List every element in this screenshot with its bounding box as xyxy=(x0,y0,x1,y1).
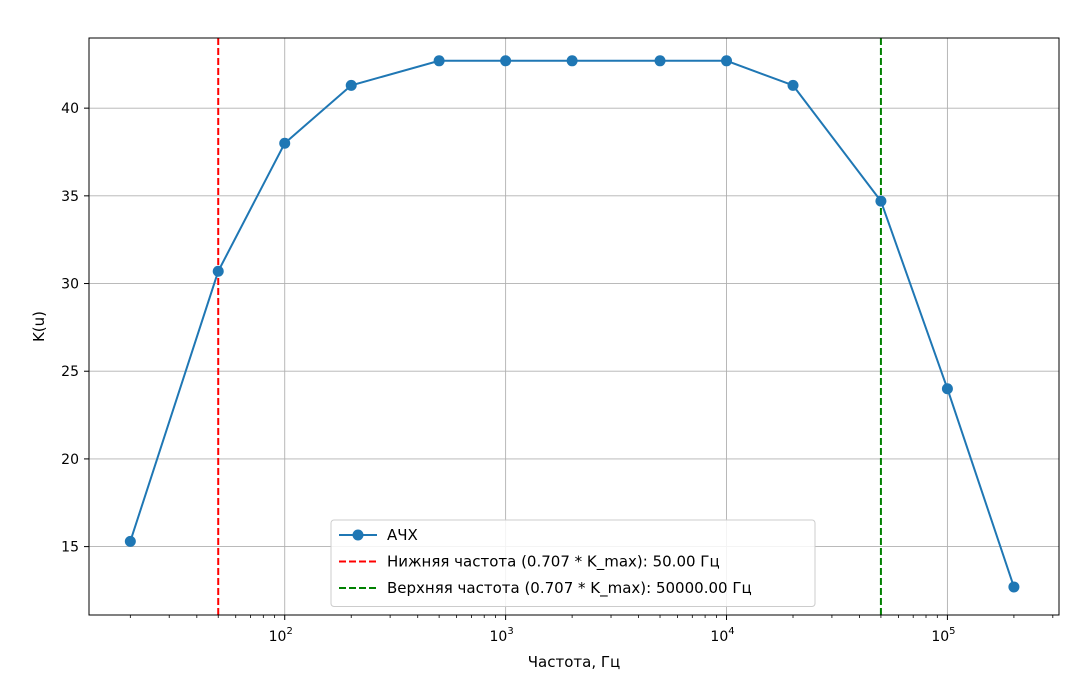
y-tick-label: 20 xyxy=(61,452,79,468)
data-point xyxy=(433,55,445,67)
legend: АЧХ Нижняя частота (0.707 * K_max): 50.00… xyxy=(330,519,816,607)
y-tick-label: 30 xyxy=(61,277,79,293)
legend-label: Верхняя частота (0.707 * K_max): 50000.0… xyxy=(387,579,752,598)
y-tick-label: 15 xyxy=(61,540,79,556)
legend-label: Нижняя частота (0.707 * K_max): 50.00 Гц xyxy=(387,553,720,572)
x-tick-base: 10 xyxy=(490,629,508,645)
plot-frame xyxy=(88,37,1060,616)
y-tick-label: 35 xyxy=(61,189,79,205)
x-tick-base: 10 xyxy=(931,629,949,645)
data-point xyxy=(721,55,733,67)
data-point xyxy=(654,55,666,67)
data-point xyxy=(1008,581,1020,593)
x-tick-base: 10 xyxy=(710,629,728,645)
x-axis-label: Частота, Гц xyxy=(528,653,620,671)
data-point xyxy=(500,55,512,67)
y-tick-label: 40 xyxy=(61,101,79,117)
x-tick-label: 104 xyxy=(710,626,734,645)
y-axis-label: K(u) xyxy=(30,311,48,342)
x-tick-exponent: 3 xyxy=(507,626,513,637)
legend-marker xyxy=(352,529,364,541)
y-tick-label: 25 xyxy=(61,364,79,380)
data-point xyxy=(566,55,578,67)
x-tick-exponent: 4 xyxy=(728,626,734,637)
data-point xyxy=(345,79,357,91)
data-point xyxy=(212,265,224,277)
legend-box xyxy=(330,519,816,607)
x-tick-label: 103 xyxy=(490,626,514,645)
reference-lines xyxy=(217,38,882,615)
data-point xyxy=(279,137,291,149)
legend-label: АЧХ xyxy=(387,526,418,544)
data-point xyxy=(941,383,953,395)
x-tick-label: 102 xyxy=(269,626,293,645)
data-series xyxy=(124,55,1020,593)
x-tick-label: 105 xyxy=(931,626,955,645)
x-tick-exponent: 5 xyxy=(949,626,955,637)
data-point xyxy=(875,195,887,207)
x-tick-exponent: 2 xyxy=(286,626,292,637)
data-point xyxy=(124,535,136,547)
data-point xyxy=(787,79,799,91)
x-tick-base: 10 xyxy=(269,629,287,645)
